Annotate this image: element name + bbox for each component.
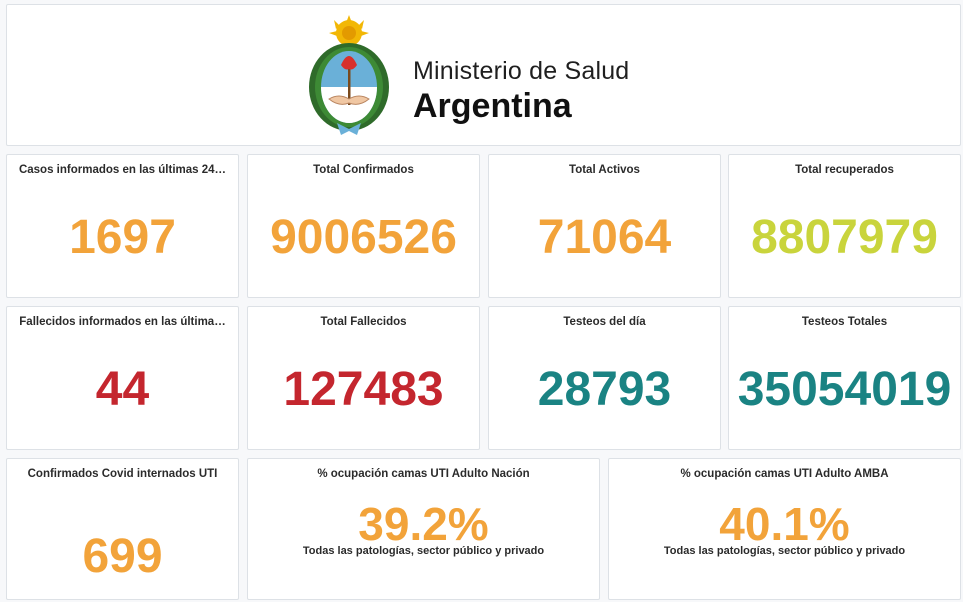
argentina-coat-of-arms-icon xyxy=(309,15,389,135)
stat-card-icu-occupancy-amba: % ocupación camas UTI Adulto AMBA 40.1% … xyxy=(608,458,961,600)
stat-card-icu-covid: Confirmados Covid internados UTI 699 xyxy=(6,458,239,600)
ministry-name: Ministerio de Salud xyxy=(413,57,630,85)
card-title: % ocupación camas UTI Adulto AMBA xyxy=(680,468,889,480)
stat-card-total-deaths: Total Fallecidos 127483 xyxy=(247,306,480,450)
card-title: Confirmados Covid internados UTI xyxy=(27,468,218,480)
card-note: Todas las patologías, sector público y p… xyxy=(663,545,906,557)
card-title: Casos informados en las últimas 24… xyxy=(18,164,227,176)
card-title: Total recuperados xyxy=(795,164,894,176)
card-value: 9006526 xyxy=(270,211,457,264)
card-value: 127483 xyxy=(283,363,444,416)
card-title: Total Confirmados xyxy=(313,164,414,176)
card-value: 39.2% xyxy=(358,498,489,550)
stat-card-total-recovered: Total recuperados 8807979 xyxy=(728,154,961,298)
card-title: Testeos Totales xyxy=(801,316,888,328)
card-title: Total Activos xyxy=(569,164,640,176)
ministry-logo: Ministerio de Salud Argentina xyxy=(307,15,647,137)
stat-card-deaths-24h: Fallecidos informados en las última… 44 xyxy=(6,306,239,450)
card-value: 35054019 xyxy=(737,363,952,416)
card-title: Total Fallecidos xyxy=(320,316,407,328)
card-title: Testeos del día xyxy=(563,316,646,328)
stat-card-total-confirmed: Total Confirmados 9006526 xyxy=(247,154,480,298)
stat-card-total-tests: Testeos Totales 35054019 xyxy=(728,306,961,450)
card-value: 40.1% xyxy=(719,498,850,550)
stat-card-icu-occupancy-nation: % ocupación camas UTI Adulto Nación 39.2… xyxy=(247,458,600,600)
card-value: 8807979 xyxy=(751,211,938,264)
country-name: Argentina xyxy=(413,87,572,125)
stat-card-cases-24h: Casos informados en las últimas 24… 1697 xyxy=(6,154,239,298)
card-value: 699 xyxy=(82,530,163,583)
card-note: Todas las patologías, sector público y p… xyxy=(302,545,545,557)
card-value: 71064 xyxy=(537,211,672,264)
header-panel: Ministerio de Salud Argentina xyxy=(6,4,961,146)
card-title: Fallecidos informados en las última… xyxy=(19,316,226,328)
stat-card-total-active: Total Activos 71064 xyxy=(488,154,721,298)
stat-card-daily-tests: Testeos del día 28793 xyxy=(488,306,721,450)
card-value: 44 xyxy=(95,363,150,416)
card-value: 28793 xyxy=(537,363,672,416)
card-title: % ocupación camas UTI Adulto Nación xyxy=(317,468,530,480)
card-value: 1697 xyxy=(69,211,176,264)
